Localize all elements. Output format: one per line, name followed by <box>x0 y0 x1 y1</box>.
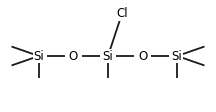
Text: Cl: Cl <box>116 7 128 20</box>
Text: Si: Si <box>172 50 183 62</box>
Text: O: O <box>69 50 78 62</box>
Text: Si: Si <box>103 50 113 62</box>
Text: O: O <box>138 50 147 62</box>
Text: Si: Si <box>33 50 44 62</box>
